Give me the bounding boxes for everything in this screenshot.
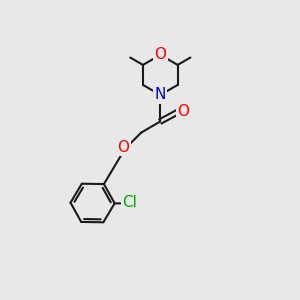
Text: O: O [177,103,189,118]
Text: O: O [154,47,166,62]
Text: O: O [118,140,130,155]
Text: N: N [154,87,166,102]
Text: Cl: Cl [122,195,137,210]
